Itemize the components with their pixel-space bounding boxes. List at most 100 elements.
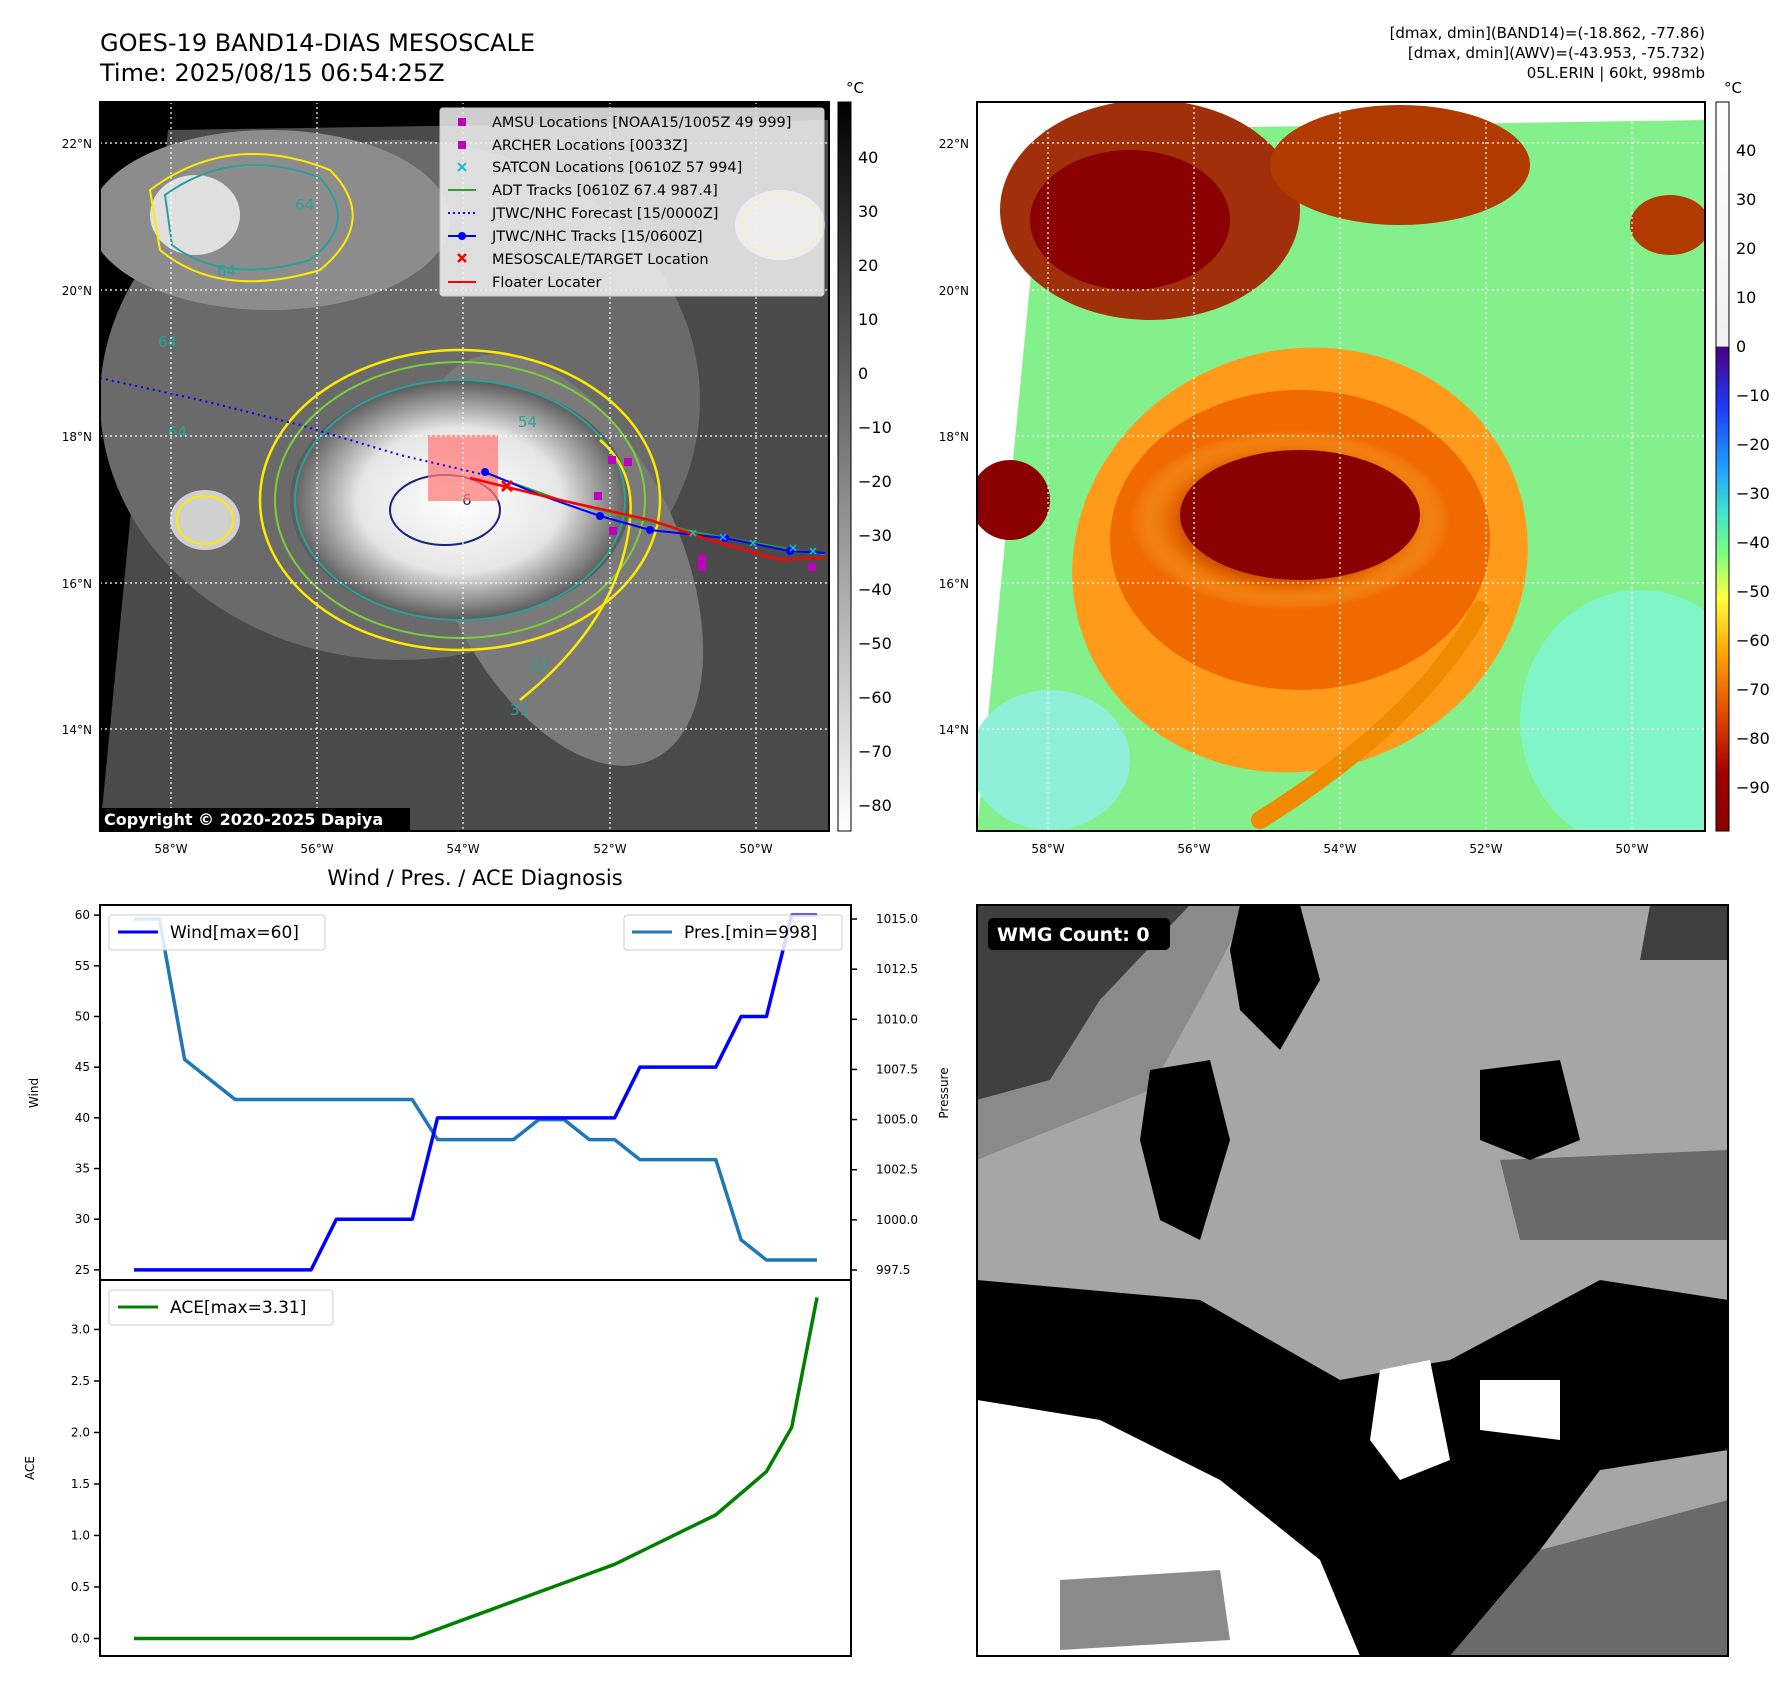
tick-label: 997.5 <box>876 1263 910 1277</box>
lat-label: 22°N <box>62 137 92 151</box>
chart-title: Wind / Pres. / ACE Diagnosis <box>327 866 622 890</box>
contour-label: 31 <box>530 656 549 674</box>
lat-label: 20°N <box>62 284 92 298</box>
colorbar-tick: −80 <box>858 796 892 815</box>
lon-label: 58°W <box>154 842 187 856</box>
tick-label: 40 <box>75 1111 90 1125</box>
awv-colorbar: °C 40 30 20 10 0 −10 −20 −30 −40 −50 −60… <box>1715 79 1770 832</box>
wmg-black-east <box>1480 1060 1580 1160</box>
tick-label: 55 <box>75 959 90 973</box>
tick-label: 35 <box>75 1162 90 1176</box>
svg-text:MESOSCALE/TARGET Location: MESOSCALE/TARGET Location <box>492 252 709 268</box>
cloud-band-north <box>100 130 450 310</box>
wmg-count-box <box>988 918 1170 950</box>
awv-gridlines <box>977 102 1705 831</box>
ace-yticks: 0.0 0.5 1.0 1.5 2.0 2.5 3.0 <box>71 1322 100 1645</box>
wmg-white-east <box>1480 1380 1560 1440</box>
forecast-track <box>100 377 486 476</box>
ir-lat-labels: 22°N 20°N 18°N 16°N 14°N <box>62 137 92 737</box>
svg-text:SATCON Locations [0610Z 57 994: SATCON Locations [0610Z 57 994] <box>492 160 742 176</box>
band14-range: [dmax, dmin](BAND14)=(-18.862, -77.86) <box>1390 24 1705 42</box>
colorbar-tick: 40 <box>858 148 878 167</box>
lon-label: 50°W <box>739 842 772 856</box>
lon-label: 54°W <box>446 842 479 856</box>
awv-map-frame <box>976 101 1706 832</box>
copyright-box <box>100 808 410 830</box>
awv-lon-labels: 58°W 56°W 54°W 52°W 50°W <box>1031 842 1648 856</box>
contour-label: 64 <box>158 333 177 351</box>
colorbar-tick: 30 <box>1736 190 1756 209</box>
tick-label: 60 <box>75 908 90 922</box>
svg-text:Floater Locater: Floater Locater <box>492 275 601 291</box>
wmg-gray-sw <box>1060 1570 1230 1650</box>
tick-label: 50 <box>75 1009 90 1023</box>
pressure-legend: Pres.[min=998] <box>623 914 843 951</box>
contour-north <box>148 153 354 283</box>
wmg-mid-e <box>1500 1150 1728 1240</box>
tick-label: 2.0 <box>71 1425 90 1439</box>
contour-green <box>274 361 646 639</box>
lat-label: 16°N <box>62 577 92 591</box>
tick-label: 25 <box>75 1263 90 1277</box>
wmg-frame <box>976 904 1729 1657</box>
wmg-dark-ne <box>1640 905 1728 960</box>
awv-moist-ne <box>1270 105 1530 225</box>
lat-label: 14°N <box>939 723 969 737</box>
amsu-markers <box>594 456 816 571</box>
contour-north-teal <box>163 163 339 271</box>
colorbar-tick: 10 <box>858 310 878 329</box>
ir-map-frame <box>99 101 830 832</box>
page-title: GOES-19 BAND14-DIAS MESOSCALE <box>100 29 535 57</box>
legend-item-adt: ADT Tracks [0610Z 67.4 987.4] <box>448 183 718 199</box>
legend-item-amsu: AMSU Locations [NOAA15/1005Z 49 999] <box>458 115 791 131</box>
tick-label: 1015.0 <box>876 912 918 926</box>
colorbar-tick: 20 <box>858 256 878 275</box>
lon-label: 52°W <box>593 842 626 856</box>
cloud-cell-west <box>170 490 240 550</box>
wmg-gray-se <box>1450 1500 1728 1656</box>
colorbar-tick: −90 <box>1736 778 1770 797</box>
colorbar-tick: 20 <box>1736 239 1756 258</box>
tick-label: 30 <box>75 1212 90 1226</box>
colorbar-tick: −60 <box>858 688 892 707</box>
legend-item-forecast: JTWC/NHC Forecast [15/0000Z] <box>448 206 718 222</box>
svg-text:AMSU Locations [NOAA15/1005Z 4: AMSU Locations [NOAA15/1005Z 49 999] <box>492 115 791 131</box>
wmg-dark-nw <box>977 905 1190 1100</box>
tick-label: 1.0 <box>71 1528 90 1542</box>
wind-axis-label: Wind <box>27 1078 41 1108</box>
colorbar-unit: °C <box>846 79 864 97</box>
pressure-legend-label: Pres.[min=998] <box>684 923 817 943</box>
tick-label: 1000.0 <box>876 1213 918 1227</box>
contour-west-cell <box>176 495 234 545</box>
awv-cell-west <box>977 460 1050 540</box>
colorbar-tick: −20 <box>1736 435 1770 454</box>
wmg-mid-nw <box>977 905 1250 1160</box>
svg-text:ARCHER Locations [0033Z]: ARCHER Locations [0033Z] <box>492 138 688 154</box>
pressure-axis-label: Pressure <box>937 1067 951 1118</box>
tick-label: 1005.0 <box>876 1113 918 1127</box>
contour-label: 54 <box>518 413 537 431</box>
storm-info: 05L.ERIN | 60kt, 998mb <box>1527 64 1705 82</box>
colorbar-tick: −80 <box>1736 729 1770 748</box>
chart-series <box>134 913 819 1641</box>
tick-label: 0.5 <box>71 1580 90 1594</box>
wind-line <box>134 913 817 1272</box>
wind-pres-frame <box>99 904 852 1281</box>
colorbar-tick: −40 <box>858 580 892 599</box>
contour-label: 64 <box>168 423 187 441</box>
ace-axis-label: ACE <box>23 1456 37 1480</box>
lon-label: 50°W <box>1615 842 1648 856</box>
awv-dry-slot-sw <box>977 690 1130 830</box>
colorbar-unit: °C <box>1724 79 1742 97</box>
tick-label: 2.5 <box>71 1374 90 1388</box>
copyright-text: Copyright © 2020-2025 Dapiya <box>104 810 383 829</box>
awv-dry-slot <box>1520 590 1705 831</box>
legend-item-nhc: JTWC/NHC Tracks [15/0600Z] <box>448 229 703 245</box>
colorbar-tick: −20 <box>858 472 892 491</box>
ace-frame <box>99 1279 852 1657</box>
awv-core-dark <box>1180 450 1420 580</box>
colorbar-tick: −30 <box>1736 484 1770 503</box>
tick-label: 1012.5 <box>876 962 918 976</box>
lon-label: 52°W <box>1469 842 1502 856</box>
wind-yticks: 25 30 35 40 45 50 55 60 <box>75 908 100 1277</box>
